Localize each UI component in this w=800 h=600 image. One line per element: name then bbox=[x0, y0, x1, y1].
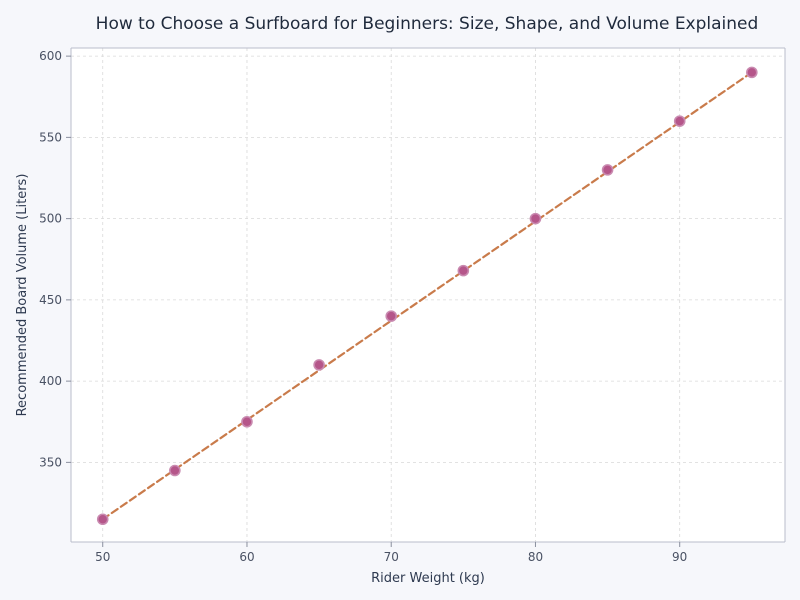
data-point bbox=[673, 115, 686, 127]
y-tick-label: 350 bbox=[39, 455, 62, 469]
data-point bbox=[601, 164, 614, 176]
data-point bbox=[96, 513, 109, 526]
chart-title: How to Choose a Surfboard for Beginners:… bbox=[96, 14, 759, 34]
axes-spines bbox=[70, 47, 786, 543]
y-tick-label: 450 bbox=[39, 293, 62, 307]
data-point bbox=[746, 66, 758, 79]
trendline bbox=[101, 71, 753, 521]
grid bbox=[71, 48, 785, 542]
data-point bbox=[385, 310, 398, 322]
x-tick-label: 60 bbox=[239, 550, 254, 564]
data-point bbox=[313, 359, 325, 371]
ticks: 50 60 70 80 90 350 400 450 500 550 600 bbox=[39, 49, 687, 564]
data-points bbox=[96, 66, 758, 526]
data-point bbox=[457, 264, 470, 277]
y-tick-label: 550 bbox=[39, 130, 62, 144]
data-point bbox=[529, 212, 542, 225]
x-tick-label: 90 bbox=[672, 550, 687, 564]
x-tick-label: 70 bbox=[384, 550, 399, 564]
trendline-group bbox=[101, 71, 753, 521]
y-tick-label: 500 bbox=[39, 212, 62, 226]
x-tick-label: 80 bbox=[528, 550, 543, 564]
data-point bbox=[169, 464, 181, 477]
x-axis-label: Rider Weight (kg) bbox=[371, 571, 485, 586]
y-axis-label: Recommended Board Volume (Liters) bbox=[15, 174, 30, 417]
x-tick-label: 50 bbox=[95, 550, 110, 564]
data-point bbox=[241, 415, 253, 428]
y-tick-label: 600 bbox=[39, 49, 62, 63]
y-tick-label: 400 bbox=[39, 374, 62, 388]
